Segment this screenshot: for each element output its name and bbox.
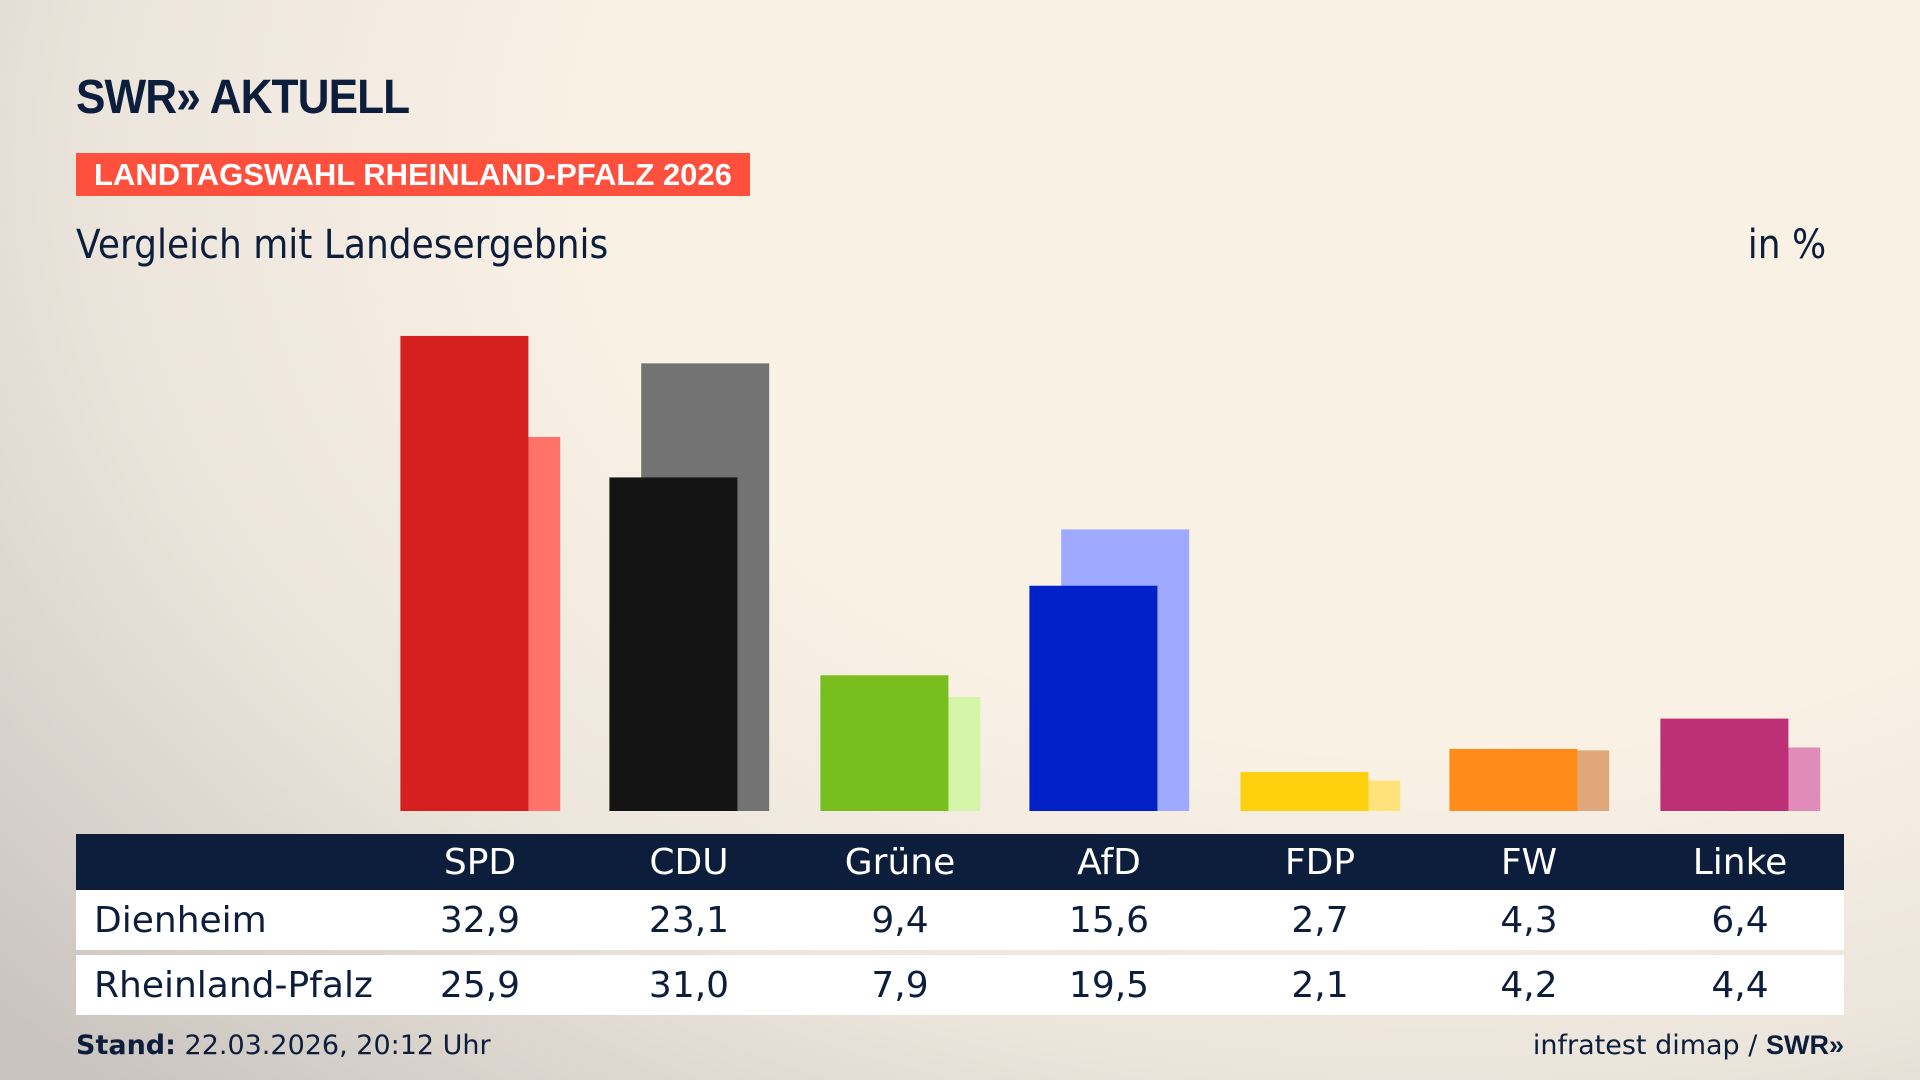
swr-logo: SWR» <box>1765 1030 1844 1060</box>
table-cell: 9,4 <box>871 899 929 941</box>
table-cell: 4,3 <box>1500 899 1558 941</box>
bar-cdu-dienheim <box>609 477 738 811</box>
table-row-rheinland-pfalz: Rheinland-Pfalz 25,9 31,0 7,9 19,5 2,1 4,2 4,4 <box>76 955 1844 1015</box>
column-header: Grüne <box>844 841 956 883</box>
bar-chart <box>400 335 1821 811</box>
row-label: Rheinland-Pfalz <box>94 964 373 1006</box>
election-kicker: LANDTAGSWAHL RHEINLAND-PFALZ 2026 <box>76 153 750 196</box>
column-header: SPD <box>443 841 517 883</box>
table-row-dienheim: Dienheim 32,9 23,1 9,4 15,6 2,7 4,3 6,4 <box>76 890 1844 950</box>
table-cell: 25,9 <box>439 964 521 1006</box>
row-label: Dienheim <box>94 899 267 941</box>
column-header: FDP <box>1284 841 1356 883</box>
table-cell: 31,0 <box>648 964 730 1006</box>
table-cell: 6,4 <box>1711 899 1769 941</box>
unit-label: in % <box>1747 222 1826 268</box>
table-header: SPD CDU Grüne AfD FDP FW Linke <box>76 834 1844 890</box>
table-cell: 4,2 <box>1500 964 1558 1006</box>
swr-aktuell-logo: SWR» AKTUELL <box>76 71 410 124</box>
source-text: infratest dimap / <box>1532 1030 1758 1061</box>
chart-subtitle: Vergleich mit Landesergebnis <box>76 222 609 268</box>
table-cell: 15,6 <box>1068 899 1150 941</box>
column-header: AfD <box>1077 841 1141 883</box>
stand-value: 22.03.2026, 20:12 Uhr <box>184 1030 491 1061</box>
table-cell: 23,1 <box>648 899 730 941</box>
bar-linke-dienheim <box>1660 718 1789 811</box>
bar-afd-dienheim <box>1029 585 1158 811</box>
bar-spd-dienheim <box>400 335 529 811</box>
bar-grüne-dienheim <box>820 675 949 811</box>
timestamp: Stand: 22.03.2026, 20:12 Uhr <box>76 1030 491 1061</box>
table-cell: 32,9 <box>439 899 521 941</box>
bar-fw-dienheim <box>1449 748 1578 811</box>
table-cell: 4,4 <box>1711 964 1769 1006</box>
column-header: CDU <box>649 841 729 883</box>
results-table: SPD CDU Grüne AfD FDP FW Linke Dienheim 32,9 23… <box>76 834 1844 1020</box>
bar-fdp-dienheim <box>1240 772 1369 811</box>
stand-label: Stand: <box>76 1030 176 1061</box>
table-cell: 2,7 <box>1291 899 1349 941</box>
column-header: Linke <box>1692 841 1788 883</box>
table-cell: 7,9 <box>871 964 929 1006</box>
source: infratest dimap / SWR» <box>1533 1030 1844 1061</box>
table-cell: 19,5 <box>1068 964 1150 1006</box>
table-cell: 2,1 <box>1291 964 1349 1006</box>
column-header: FW <box>1500 841 1558 883</box>
